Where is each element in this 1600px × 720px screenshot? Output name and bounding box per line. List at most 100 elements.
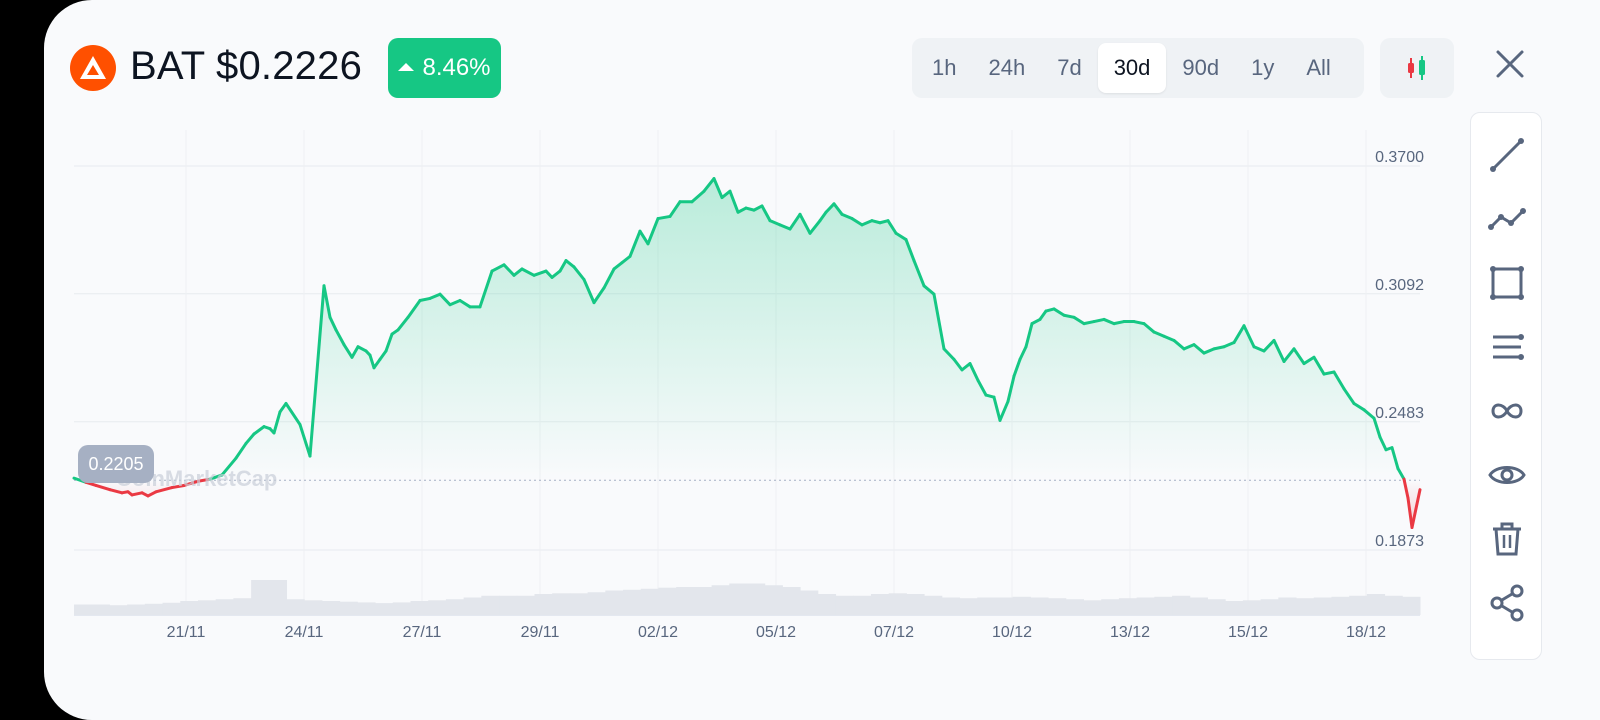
volume-bar [339,601,358,615]
price-segment [1406,496,1414,530]
volume-bar [782,587,801,615]
range-7d[interactable]: 7d [1057,55,1082,80]
volume-bar [676,587,695,615]
price-segment [130,491,144,497]
y-axis-labels: 0.3700 0.3092 0.2483 0.1873 [1375,149,1424,550]
drawing-toolbar [1470,112,1542,660]
volume-bar [1313,597,1332,615]
price-segment [628,229,642,258]
price-segment [298,423,312,458]
volume-bar [587,592,606,615]
volume-bar [144,603,164,615]
price-segment [1282,347,1296,363]
price-segment [252,425,266,436]
price-segment [308,284,326,458]
infinity-tool[interactable] [1487,391,1527,431]
volume-bar [870,594,890,615]
price-segment [952,357,964,372]
volume-bar [1118,598,1138,615]
price-segment [646,217,660,246]
price-segment [592,286,606,305]
caret-up-icon [398,63,415,71]
x-tick-label: 07/12 [874,624,914,641]
price-segment [564,259,576,269]
parallel-lines-tool[interactable] [1487,327,1527,367]
range-1h[interactable]: 1h [932,55,957,80]
close-button[interactable] [1490,44,1530,84]
y-tick-label: 0.3700 [1375,149,1424,166]
volume-bar [994,597,1014,615]
volume-bar [109,605,128,615]
range-30d[interactable]: 30d [1097,43,1167,93]
price-segment [1112,320,1126,326]
price-segment [712,177,724,200]
rectangle-tool[interactable] [1487,263,1527,303]
price-segment [478,269,494,309]
bat-logo-icon [70,45,116,91]
price-segment [1172,338,1186,351]
price-segment [736,206,748,214]
price-segment [942,347,956,361]
eye-icon [1488,466,1526,484]
x-axis-labels: 21/11 24/11 27/11 29/11 02/12 05/12 07/12 10/12… [167,624,1387,641]
price-segment [1038,309,1048,321]
price-segment [322,284,332,319]
price-segment [702,177,716,193]
price-segment [572,265,586,281]
price-segment [350,345,360,359]
coin-title: BAT $0.2226 [130,44,362,89]
volume-bar [640,588,659,615]
price-segment [512,267,524,277]
price-segment [1372,416,1382,439]
volume-bar [729,583,748,615]
price-segment [1072,315,1086,326]
infinity-icon [1491,403,1523,419]
trend-line-tool[interactable] [1487,135,1527,175]
range-24h[interactable]: 24h [988,55,1026,80]
range-all[interactable]: All [1306,55,1331,80]
price-segment [1242,324,1256,349]
close-icon [1496,50,1524,78]
price-segment [1322,370,1336,376]
range-1y[interactable]: 1y [1251,55,1275,80]
price-segment [372,357,382,370]
delete-tool[interactable] [1487,519,1527,559]
x-tick-label: 10/12 [992,624,1032,641]
volume-bar [251,580,270,615]
polyline-tool[interactable] [1487,199,1527,239]
price-segment [1030,317,1042,326]
price-segment [818,210,828,223]
volume-bar [1296,598,1315,615]
chart-type-button[interactable] [1380,38,1454,98]
price-segment [1262,338,1276,353]
price-segment [1052,307,1066,317]
price-segment [1232,324,1246,345]
visibility-tool[interactable] [1487,455,1527,495]
price-segment [1292,347,1306,366]
price-segment [384,332,394,353]
price-segment [1152,330,1166,338]
volume-bar [747,583,766,615]
share-tool[interactable] [1487,583,1527,623]
price-segment [998,399,1010,422]
y-tick-label: 0.1873 [1375,533,1424,550]
x-tick-label: 15/12 [1228,624,1268,641]
parallel-lines-icon [1493,334,1524,360]
price-segment [1142,322,1156,334]
price-segment [1018,345,1028,361]
share-icon [1490,584,1524,622]
price-segment [458,299,472,309]
price-chart[interactable]: 0.3700 0.3092 0.2483 0.1873 21/11 24/11 27/11… [44,0,1424,720]
price-segment [602,267,616,290]
volume-bar [977,597,996,615]
price-segment [1006,374,1016,403]
range-90d[interactable]: 90d [1182,55,1220,80]
volume-bar [1136,597,1155,615]
price-segment [154,486,174,494]
price-segment [620,254,632,265]
volume-bar [1154,596,1173,615]
price-segment [976,378,988,397]
price-segment [234,441,248,460]
price-segment [728,189,740,214]
price-segment [356,345,368,353]
